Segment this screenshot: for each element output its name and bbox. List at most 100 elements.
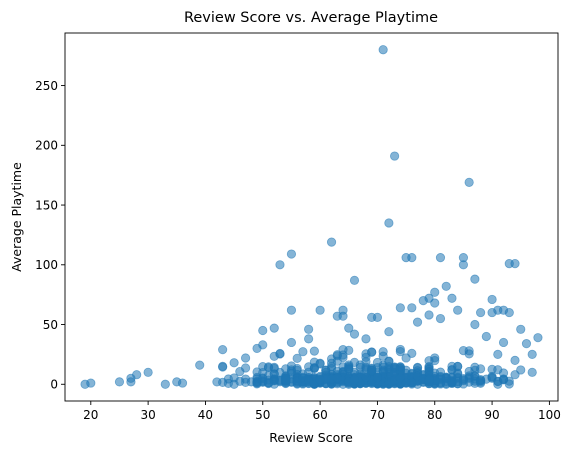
data-point <box>143 367 153 377</box>
data-point <box>384 327 394 337</box>
data-point <box>390 151 400 161</box>
data-point <box>315 358 325 368</box>
x-tick-label: 70 <box>370 408 385 422</box>
data-point <box>510 355 520 365</box>
data-point <box>212 377 222 387</box>
x-axis-title: Review Score <box>269 430 353 445</box>
data-point <box>527 349 537 359</box>
data-point <box>510 258 520 269</box>
data-point <box>304 376 314 386</box>
data-point <box>349 329 360 339</box>
data-point <box>395 373 405 383</box>
data-point <box>292 353 302 363</box>
data-point <box>309 346 319 356</box>
data-point <box>464 177 474 187</box>
data-point <box>412 317 423 327</box>
y-tick-label: 100 <box>35 258 58 272</box>
data-point <box>349 375 360 385</box>
data-point <box>372 372 383 382</box>
data-point <box>487 294 497 305</box>
x-tick-label: 40 <box>198 408 213 422</box>
data-point <box>395 303 405 313</box>
data-point <box>298 347 308 357</box>
x-tick-label: 80 <box>427 408 442 422</box>
data-point <box>476 376 486 386</box>
y-axis-ticks: 0 50 100 150 200 250 <box>35 79 65 392</box>
data-point <box>424 375 434 385</box>
data-point <box>315 374 325 385</box>
data-point <box>441 281 451 291</box>
data-point <box>516 324 526 334</box>
data-point <box>286 337 297 348</box>
data-point <box>435 313 446 324</box>
data-point <box>378 45 388 55</box>
data-point <box>160 379 170 389</box>
data-point <box>86 378 96 388</box>
x-axis-ticks: 20 30 40 50 60 70 80 90 100 <box>83 401 561 422</box>
y-tick-label: 150 <box>35 198 58 212</box>
data-point <box>493 349 503 359</box>
data-point <box>372 357 383 368</box>
data-point <box>407 303 417 313</box>
y-tick-label: 250 <box>35 79 58 93</box>
data-point <box>527 367 537 377</box>
data-point <box>390 362 400 372</box>
data-point <box>521 339 532 349</box>
data-point <box>424 310 434 320</box>
data-point <box>275 260 285 270</box>
data-point <box>344 345 354 355</box>
data-point <box>453 305 463 315</box>
data-point <box>407 253 417 263</box>
data-point <box>332 356 342 366</box>
data-point <box>252 379 262 389</box>
data-point <box>269 369 279 379</box>
data-point <box>281 375 291 385</box>
data-point <box>218 361 228 371</box>
data-point <box>424 366 434 376</box>
data-point <box>114 377 125 387</box>
chart-title: Review Score vs. Average Playtime <box>184 10 438 26</box>
data-point <box>240 353 251 363</box>
data-point <box>430 287 440 297</box>
data-point <box>361 349 371 359</box>
x-tick-label: 30 <box>140 408 155 422</box>
data-point <box>195 360 205 370</box>
data-point <box>223 378 233 388</box>
data-point <box>304 334 314 344</box>
data-points <box>80 45 543 389</box>
data-point <box>275 348 285 359</box>
data-point <box>361 372 371 383</box>
data-point <box>286 249 297 259</box>
data-point <box>424 356 434 366</box>
data-point <box>418 296 428 306</box>
x-tick-label: 60 <box>312 408 327 422</box>
data-point <box>269 323 279 333</box>
data-point <box>235 376 245 386</box>
data-point <box>355 360 365 370</box>
data-point <box>430 298 440 308</box>
data-point <box>476 307 486 318</box>
data-point <box>407 348 417 358</box>
x-tick-label: 100 <box>538 408 561 422</box>
data-point <box>533 333 543 343</box>
y-tick-label: 200 <box>35 139 58 153</box>
data-point <box>470 274 480 284</box>
x-tick-label: 90 <box>484 408 499 422</box>
data-point <box>458 260 469 270</box>
data-point <box>126 373 136 383</box>
data-point <box>498 337 509 348</box>
y-tick-label: 50 <box>43 318 58 332</box>
data-point <box>464 377 474 387</box>
data-point <box>326 237 337 247</box>
data-point <box>481 331 491 342</box>
data-point <box>510 370 520 380</box>
data-point <box>401 378 411 388</box>
plot-frame <box>64 32 559 402</box>
data-point <box>395 346 405 357</box>
data-point <box>263 378 274 388</box>
data-point <box>315 305 325 315</box>
data-point <box>378 351 388 361</box>
y-tick-label: 0 <box>50 378 58 392</box>
data-point <box>304 367 314 377</box>
